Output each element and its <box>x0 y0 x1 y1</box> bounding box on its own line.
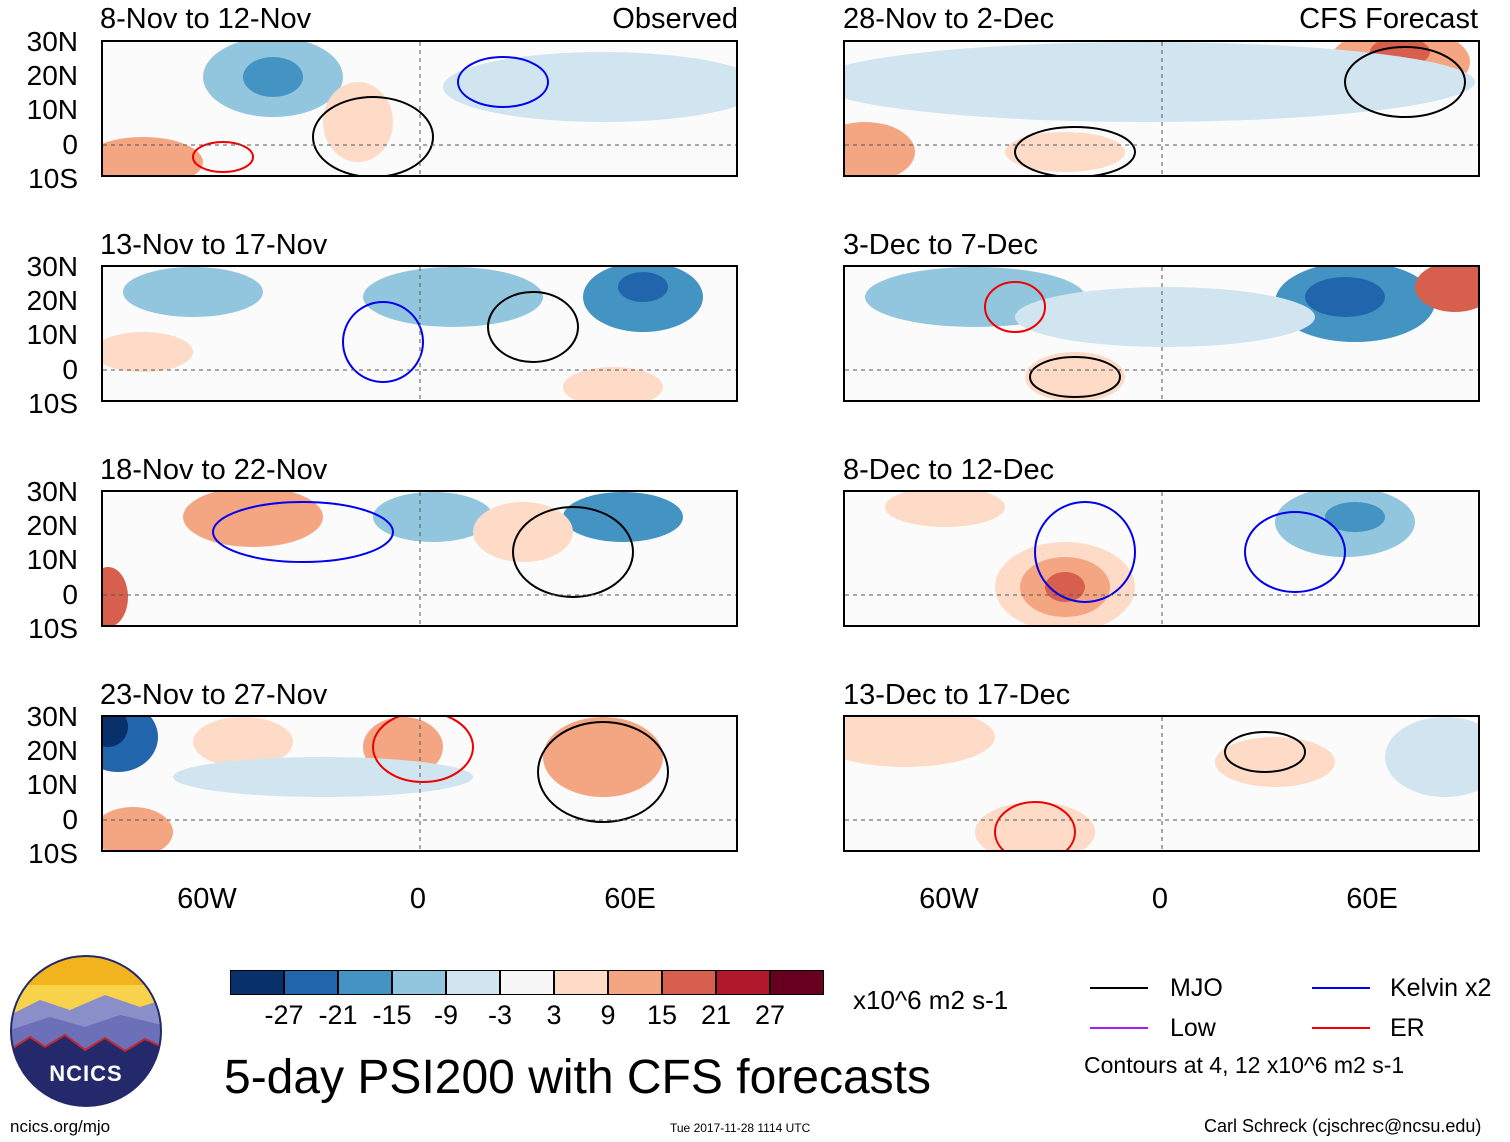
colorbar-swatch <box>608 970 662 995</box>
lon-label-60e: 60E <box>604 883 656 915</box>
footer-url[interactable]: ncics.org/mjo <box>10 1117 111 1136</box>
legend-label-kelvin: Kelvin x2 <box>1390 974 1492 1002</box>
map-field <box>845 717 1478 850</box>
figure-title: 5-day PSI200 with CFS forecasts <box>224 1051 931 1104</box>
colorbar-label: 3 <box>546 1000 562 1030</box>
panel-title-left-3: 18-Nov to 22-Nov <box>100 454 328 486</box>
lat-label-20n: 20N <box>26 285 78 316</box>
colorbar-label: 27 <box>754 1000 786 1030</box>
map-field <box>103 267 736 400</box>
lat-label-10s: 10S <box>28 613 78 644</box>
colorbar-label: -21 <box>318 1000 358 1030</box>
panel-title-right-3: 8-Dec to 12-Dec <box>843 454 1055 486</box>
logo-text: NCICS <box>49 1061 123 1086</box>
cfs-forecast-label: CFS Forecast <box>1299 3 1478 35</box>
lat-label-20n: 20N <box>26 510 78 541</box>
lat-label-30n: 30N <box>26 701 78 732</box>
lat-label-30n: 30N <box>26 26 78 57</box>
colorbar-label: 15 <box>646 1000 678 1030</box>
panel-title-left-1: 8-Nov to 12-Nov <box>100 3 312 35</box>
panel-title-left-4: 23-Nov to 27-Nov <box>100 679 328 711</box>
lat-label-10s: 10S <box>28 163 78 194</box>
colorbar-swatch <box>500 970 554 995</box>
lat-label-10n: 10N <box>26 544 78 575</box>
colorbar-label: -3 <box>487 1000 512 1030</box>
lat-label-20n: 20N <box>26 60 78 91</box>
ncics-logo: NCICS <box>10 955 162 1107</box>
panel-title-right-2: 3-Dec to 7-Dec <box>843 229 1039 261</box>
colorbar-swatch <box>662 970 716 995</box>
legend-line-mjo <box>1090 987 1148 989</box>
map-field <box>103 42 736 175</box>
lat-label-0: 0 <box>62 129 78 160</box>
map-field <box>845 267 1478 400</box>
panel-title-right-4: 13-Dec to 17-Dec <box>843 679 1071 711</box>
colorbar-units: x10^6 m2 s-1 <box>853 985 1009 1015</box>
lat-label-0: 0 <box>62 354 78 385</box>
lat-label-0: 0 <box>62 804 78 835</box>
colorbar-swatch <box>770 970 824 995</box>
colorbar-label: -15 <box>372 1000 412 1030</box>
lon-label-60e: 60E <box>1346 883 1398 915</box>
lat-label-20n: 20N <box>26 735 78 766</box>
map-panel-right-2 <box>843 265 1480 402</box>
lon-label-0: 0 <box>409 883 427 915</box>
map-field <box>103 717 736 850</box>
map-panel-left-4 <box>101 715 738 852</box>
colorbar-swatch <box>284 970 338 995</box>
colorbar-swatch <box>392 970 446 995</box>
observed-label: Observed <box>612 3 738 35</box>
lat-label-10s: 10S <box>28 388 78 419</box>
colorbar-swatch <box>230 970 284 995</box>
legend-label-er: ER <box>1390 1014 1425 1042</box>
lat-label-30n: 30N <box>26 476 78 507</box>
lat-label-10n: 10N <box>26 769 78 800</box>
colorbar-label: 21 <box>700 1000 732 1030</box>
colorbar-label: 9 <box>600 1000 616 1030</box>
lat-label-10n: 10N <box>26 319 78 350</box>
legend-label-mjo: MJO <box>1170 974 1223 1002</box>
map-panel-right-3 <box>843 490 1480 627</box>
map-panel-left-1 <box>101 40 738 177</box>
panel-title-right-1: 28-Nov to 2-Dec <box>843 3 1055 35</box>
lat-label-10s: 10S <box>28 838 78 869</box>
logo-icon <box>10 955 162 1107</box>
map-panel-right-1 <box>843 40 1480 177</box>
lon-label-60w: 60W <box>177 883 237 915</box>
footer-author: Carl Schreck (cjschrec@ncsu.edu) <box>1204 1116 1482 1136</box>
lat-label-30n: 30N <box>26 251 78 282</box>
map-field <box>845 492 1478 625</box>
panel-title-left-2: 13-Nov to 17-Nov <box>100 229 328 261</box>
colorbar-swatch <box>338 970 392 995</box>
map-field <box>845 42 1478 175</box>
lat-label-0: 0 <box>62 579 78 610</box>
contour-note: Contours at 4, 12 x10^6 m2 s-1 <box>1084 1052 1405 1078</box>
legend-label-low: Low <box>1170 1014 1216 1042</box>
map-panel-right-4 <box>843 715 1480 852</box>
legend-line-er <box>1312 1027 1370 1029</box>
colorbar-label: -9 <box>433 1000 458 1030</box>
colorbar-swatch <box>554 970 608 995</box>
lon-label-60w: 60W <box>919 883 979 915</box>
map-panel-left-2 <box>101 265 738 402</box>
lon-label-0: 0 <box>1151 883 1169 915</box>
legend-line-kelvin <box>1312 987 1370 989</box>
map-panel-left-3 <box>101 490 738 627</box>
colorbar-label: -27 <box>264 1000 304 1030</box>
colorbar-swatch <box>716 970 770 995</box>
legend-line-low <box>1090 1027 1148 1029</box>
footer-timestamp: Tue 2017-11-28 1114 UTC <box>670 1121 811 1135</box>
lat-label-10n: 10N <box>26 94 78 125</box>
map-field <box>103 492 736 625</box>
colorbar-swatch <box>446 970 500 995</box>
